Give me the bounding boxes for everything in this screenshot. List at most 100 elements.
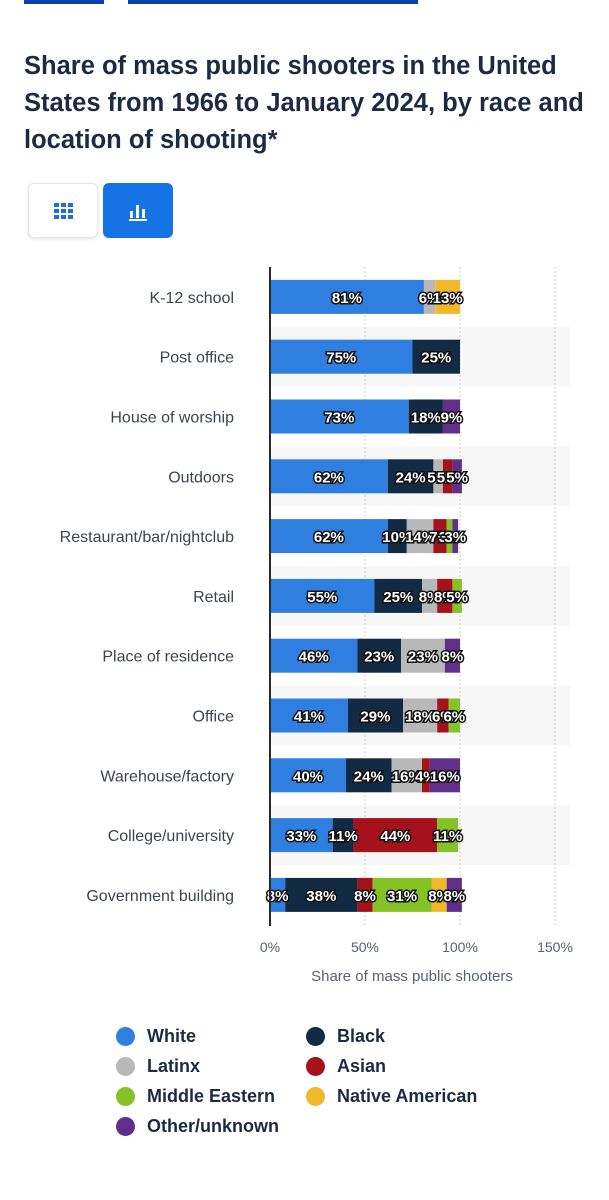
table-grid-icon (53, 202, 73, 219)
table-view-button[interactable] (28, 183, 98, 238)
data-label: 4% (415, 768, 437, 785)
data-label: 5% (446, 469, 468, 486)
bar-segment (401, 638, 445, 673)
bar-segment (270, 279, 424, 314)
data-label: 40% (293, 768, 323, 785)
bar-segment (437, 698, 449, 733)
data-label: 44% (380, 828, 410, 845)
bar-segment (270, 459, 388, 494)
data-label: 24% (354, 768, 384, 785)
data-label: 8% (428, 888, 450, 905)
legend-item[interactable]: Latinx (116, 1056, 200, 1077)
bar-segment (442, 459, 453, 494)
x-tick-label: 150% (537, 939, 573, 955)
data-label: 62% (314, 529, 344, 546)
x-tick-label: 0% (260, 939, 280, 955)
legend-item[interactable]: Middle Eastern (116, 1086, 275, 1107)
bar-segment (446, 519, 453, 554)
category-label: Post office (160, 350, 235, 367)
bar-segment (452, 459, 462, 494)
legend-label: Asian (337, 1056, 387, 1076)
data-label: 5% (446, 589, 468, 606)
legend-label: Native American (337, 1086, 478, 1106)
legend-swatch (116, 1057, 135, 1076)
data-label: 62% (314, 469, 344, 486)
data-label: 8% (434, 589, 456, 606)
bar-segment (357, 877, 373, 912)
data-label: 13% (433, 290, 463, 307)
data-label: 18% (411, 410, 441, 427)
category-label: Retail (193, 589, 234, 606)
legend-label: Latinx (147, 1056, 201, 1076)
data-label: 14% (405, 529, 435, 546)
data-label: 33% (286, 828, 316, 845)
bar-segment (433, 519, 447, 554)
data-label: 6% (432, 709, 454, 726)
bar-segment (270, 818, 333, 853)
data-label: 25% (383, 589, 413, 606)
data-label: 31% (387, 888, 417, 905)
category-label: Restaurant/bar/nightclub (60, 529, 234, 546)
data-label: 10% (382, 529, 412, 546)
legend-swatch (116, 1117, 135, 1136)
bar-segment (391, 758, 422, 793)
legend-label: White (147, 1026, 196, 1046)
data-label: 8% (443, 888, 465, 905)
bar-segment (408, 399, 443, 434)
legend-item[interactable]: White (116, 1026, 196, 1047)
x-tick-label: 50% (351, 939, 379, 955)
data-label: 8% (354, 888, 376, 905)
legend-item[interactable]: Black (306, 1026, 385, 1047)
bar-segment (442, 399, 460, 434)
legend-label: Middle Eastern (147, 1086, 276, 1106)
data-label: 3% (444, 529, 466, 546)
bar-segment (270, 578, 375, 613)
data-label: 55% (307, 589, 337, 606)
bar-segment (429, 758, 460, 793)
data-label: 5% (437, 469, 459, 486)
bar-segment (423, 279, 436, 314)
legend-item[interactable]: Asian (306, 1056, 386, 1077)
bar-segment (357, 638, 402, 673)
data-label: 3% (439, 529, 461, 546)
data-label: 6% (419, 290, 441, 307)
legend-swatch (306, 1027, 325, 1046)
data-label: 8% (267, 888, 289, 905)
legend-swatch (306, 1057, 325, 1076)
top-nav-bar (0, 0, 609, 10)
data-label: 11% (433, 828, 462, 845)
category-label: Outdoors (168, 469, 234, 486)
data-label: 16% (392, 768, 422, 785)
data-label: 7% (429, 529, 451, 546)
category-label: Government building (86, 888, 234, 905)
data-label: 25% (421, 350, 451, 367)
bar-segment (353, 818, 438, 853)
bar-segment (285, 877, 358, 912)
bar-segment (431, 877, 447, 912)
bar-segment (332, 818, 354, 853)
data-label: 75% (326, 350, 356, 367)
chart-view-button[interactable] (103, 183, 173, 238)
bar-segment (422, 578, 438, 613)
bar-segment (437, 578, 453, 613)
chart-title: Share of mass public shooters in the Uni… (24, 52, 584, 154)
bar-segment (270, 519, 388, 554)
bar-segment (412, 339, 460, 374)
bar-segment (372, 877, 432, 912)
legend-item[interactable]: Other/unknown (116, 1116, 279, 1137)
legend-item[interactable]: Native American (306, 1086, 477, 1107)
bar-segment (270, 698, 348, 733)
legend-label: Other/unknown (147, 1116, 279, 1136)
bar-segment (435, 279, 460, 314)
bar-segment (270, 638, 358, 673)
data-label: 38% (306, 888, 336, 905)
data-label: 16% (430, 768, 460, 785)
bar-segment (403, 698, 438, 733)
category-label: K-12 school (150, 290, 235, 307)
data-label: 46% (299, 649, 329, 666)
bar-segment (446, 877, 462, 912)
bar-segment (452, 519, 459, 554)
bar-segment (346, 758, 392, 793)
category-label: College/university (108, 828, 234, 845)
x-axis-title: Share of mass public shooters (311, 968, 513, 985)
